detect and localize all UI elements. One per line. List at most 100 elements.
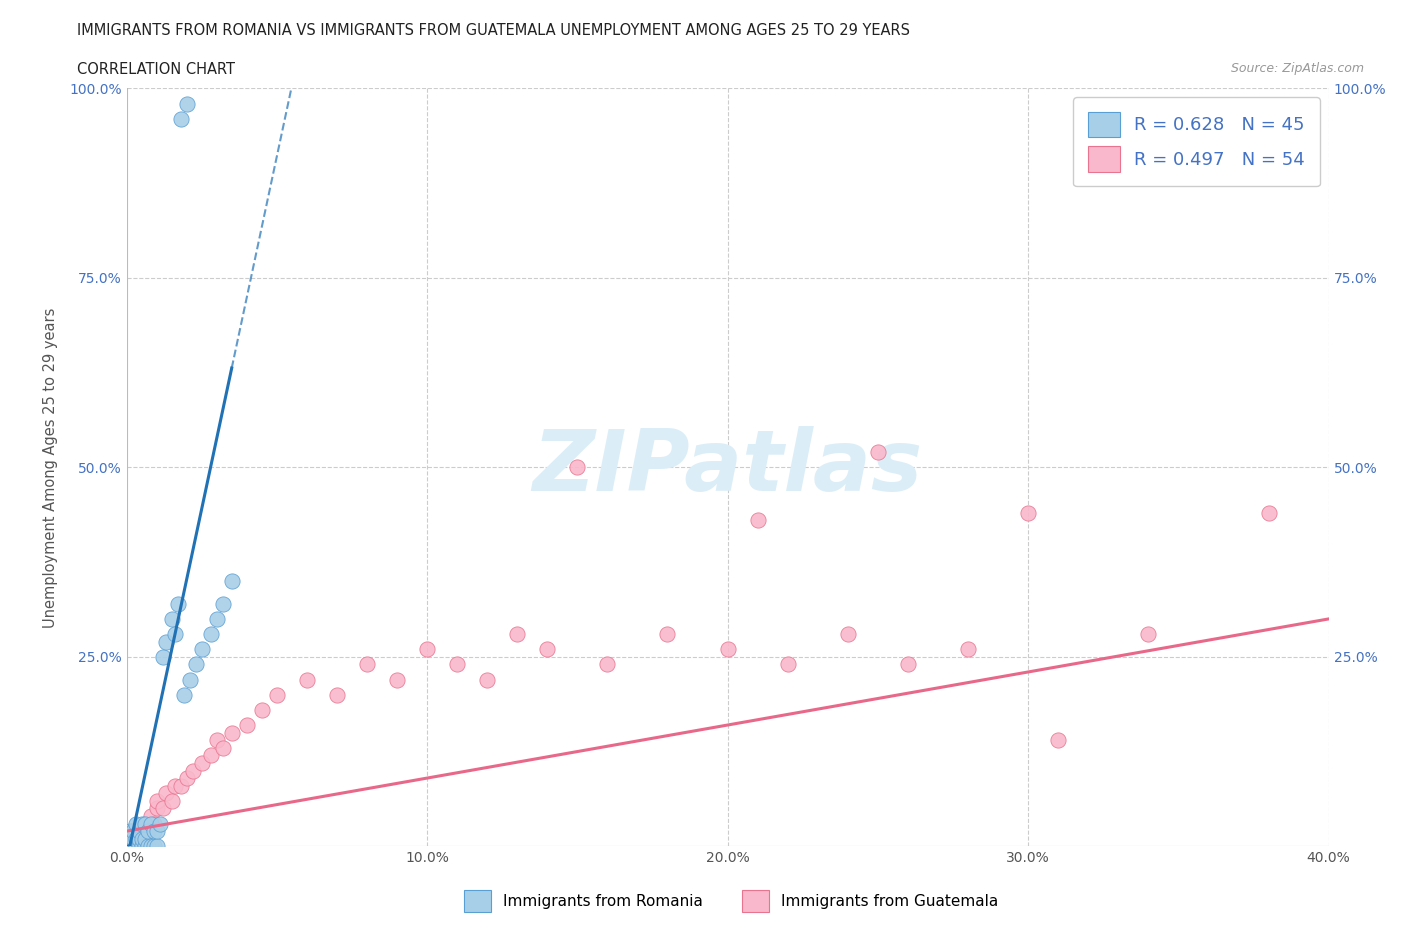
Point bbox=[142, 817, 165, 831]
Point bbox=[200, 748, 222, 763]
Legend: Immigrants from Romania, Immigrants from Guatemala: Immigrants from Romania, Immigrants from… bbox=[457, 884, 1005, 918]
Point bbox=[118, 839, 141, 854]
Point bbox=[152, 649, 174, 664]
Point bbox=[118, 831, 141, 846]
Point bbox=[134, 817, 156, 831]
Point bbox=[235, 718, 259, 733]
Point bbox=[155, 634, 177, 649]
Point bbox=[149, 817, 172, 831]
Point bbox=[166, 596, 188, 611]
Point bbox=[121, 824, 143, 839]
Text: ZIPatlas: ZIPatlas bbox=[533, 426, 922, 509]
Point bbox=[211, 740, 233, 755]
Text: IMMIGRANTS FROM ROMANIA VS IMMIGRANTS FROM GUATEMALA UNEMPLOYMENT AMONG AGES 25 : IMMIGRANTS FROM ROMANIA VS IMMIGRANTS FR… bbox=[77, 23, 910, 38]
Point bbox=[190, 755, 212, 770]
Point bbox=[1017, 505, 1039, 520]
Point bbox=[176, 771, 198, 786]
Point bbox=[446, 657, 468, 671]
Point bbox=[266, 687, 288, 702]
Point bbox=[190, 642, 212, 657]
Point bbox=[142, 839, 165, 854]
Point bbox=[145, 824, 167, 839]
Point bbox=[124, 839, 146, 854]
Point bbox=[121, 839, 143, 854]
Point bbox=[747, 513, 769, 528]
Legend: R = 0.628   N = 45, R = 0.497   N = 54: R = 0.628 N = 45, R = 0.497 N = 54 bbox=[1073, 98, 1320, 186]
Point bbox=[160, 612, 183, 627]
Point bbox=[145, 839, 167, 854]
Point bbox=[776, 657, 799, 671]
Point bbox=[128, 839, 150, 854]
Point bbox=[416, 642, 439, 657]
Point bbox=[118, 839, 141, 854]
Point bbox=[121, 824, 143, 839]
Point bbox=[118, 839, 141, 854]
Point bbox=[131, 831, 153, 846]
Point bbox=[250, 702, 273, 717]
Point bbox=[139, 839, 162, 854]
Point bbox=[131, 824, 153, 839]
Point bbox=[139, 817, 162, 831]
Point bbox=[124, 831, 146, 846]
Point bbox=[200, 627, 222, 642]
Point bbox=[205, 612, 228, 627]
Point bbox=[169, 778, 191, 793]
Point bbox=[136, 824, 159, 839]
Point bbox=[211, 596, 233, 611]
Point bbox=[295, 672, 318, 687]
Point bbox=[385, 672, 408, 687]
Point bbox=[152, 801, 174, 816]
Point bbox=[145, 793, 167, 808]
Point bbox=[136, 839, 159, 854]
Y-axis label: Unemployment Among Ages 25 to 29 years: Unemployment Among Ages 25 to 29 years bbox=[44, 307, 58, 628]
Point bbox=[118, 831, 141, 846]
Point bbox=[124, 839, 146, 854]
Point bbox=[716, 642, 740, 657]
Point bbox=[163, 778, 186, 793]
Point bbox=[121, 839, 143, 854]
Point bbox=[536, 642, 558, 657]
Point bbox=[181, 763, 204, 777]
Text: CORRELATION CHART: CORRELATION CHART bbox=[77, 62, 235, 77]
Point bbox=[139, 808, 162, 823]
Point bbox=[1137, 627, 1160, 642]
Point bbox=[173, 687, 195, 702]
Point bbox=[124, 839, 146, 854]
Point bbox=[221, 725, 243, 740]
Point bbox=[1257, 505, 1279, 520]
Point bbox=[567, 460, 589, 475]
Point bbox=[596, 657, 619, 671]
Point bbox=[134, 839, 156, 854]
Point bbox=[128, 839, 150, 854]
Point bbox=[176, 96, 198, 111]
Point bbox=[506, 627, 529, 642]
Point bbox=[142, 824, 165, 839]
Point bbox=[128, 824, 150, 839]
Point bbox=[121, 839, 143, 854]
Point bbox=[837, 627, 859, 642]
Point bbox=[657, 627, 679, 642]
Point bbox=[136, 824, 159, 839]
Point bbox=[169, 112, 191, 126]
Point bbox=[897, 657, 920, 671]
Point bbox=[128, 824, 150, 839]
Point bbox=[145, 801, 167, 816]
Point bbox=[121, 831, 143, 846]
Point bbox=[221, 574, 243, 589]
Point bbox=[124, 817, 146, 831]
Point bbox=[131, 817, 153, 831]
Point bbox=[163, 627, 186, 642]
Point bbox=[184, 657, 207, 671]
Point bbox=[134, 831, 156, 846]
Point bbox=[356, 657, 378, 671]
Point bbox=[179, 672, 201, 687]
Text: Source: ZipAtlas.com: Source: ZipAtlas.com bbox=[1230, 62, 1364, 75]
Point bbox=[1047, 733, 1070, 748]
Point bbox=[475, 672, 498, 687]
Point bbox=[160, 793, 183, 808]
Point bbox=[866, 445, 889, 459]
Point bbox=[131, 839, 153, 854]
Point bbox=[326, 687, 349, 702]
Point bbox=[956, 642, 979, 657]
Point bbox=[131, 839, 153, 854]
